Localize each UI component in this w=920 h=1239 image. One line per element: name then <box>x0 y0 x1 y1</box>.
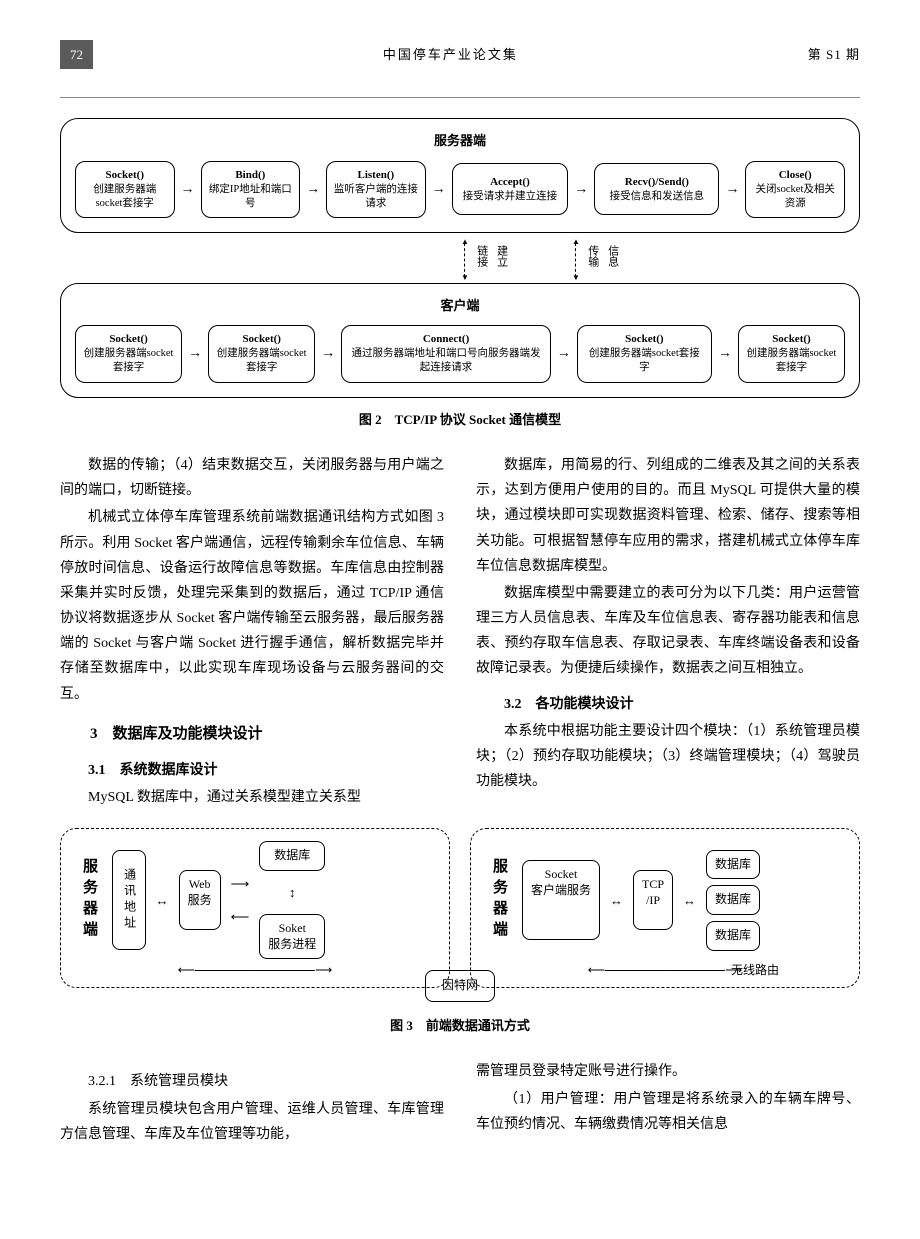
figure-3-caption: 图 3 前端数据通讯方式 <box>60 1014 860 1037</box>
figure-2-caption: 图 2 TCP/IP 协议 Socket 通信模型 <box>60 408 860 431</box>
left-column: 数据的传输；（4）结束数据交互，关闭服务器与用户端之间的端口，切断链接。 机械式… <box>60 453 444 812</box>
client-socket-box-4: Socket()创建服务器端socket套接字 <box>738 325 845 382</box>
web-service-box: Web 服务 <box>179 870 221 930</box>
body-columns: 数据的传输；（4）结束数据交互，关闭服务器与用户端之间的端口，切断链接。 机械式… <box>60 453 860 812</box>
arrow-icon: ⟵⟶ <box>588 960 742 982</box>
connector-row: 建立链接 信息传输 <box>180 243 860 277</box>
tcpip-box: TCP /IP <box>633 870 673 930</box>
client-container: 客户端 Socket()创建服务器端socket套接字 → Socket()创建… <box>60 283 860 398</box>
fig3-right-panel: 服务器端 Socket 客户端服务 ↔ TCP /IP ↔ 数据库 数据库 数据… <box>470 828 860 988</box>
para: 数据库模型中需要建立的表可分为以下几类：用户运营管理三方人员信息表、车库及车位信… <box>476 581 860 682</box>
arrow-icon: ↔ <box>610 889 623 912</box>
server-vlabel: 服务器端 <box>75 858 102 942</box>
database-box-2: 数据库 <box>706 885 760 915</box>
header-divider <box>60 97 860 98</box>
server-listen-box: Listen()监听客户端的连接请求 <box>326 161 426 218</box>
right-column: 数据库，用简易的行、列组成的二维表及其之间的关系表示，达到方便用户使用的目的。而… <box>476 453 860 812</box>
arrow-icon: → <box>186 341 204 366</box>
issue-label: 第 S1 期 <box>808 43 860 66</box>
fig3-left-panel: 服务器端 通讯地址 ↔ Web 服务 ⟶ ⟵ 数据库 ↕ Soket 服务进程 … <box>60 828 450 988</box>
arrow-icon: → <box>723 177 741 202</box>
server-vlabel-2: 服务器端 <box>485 858 512 942</box>
socket-client-box: Socket 客户端服务 <box>522 860 600 940</box>
arrow-icon: → <box>304 177 322 202</box>
database-box: 数据库 <box>259 841 325 871</box>
database-box-3: 数据库 <box>706 921 760 951</box>
connect-link: 建立链接 <box>464 243 465 277</box>
client-title: 客户端 <box>75 294 845 317</box>
client-socket-box-3: Socket()创建服务器端socket套接字 <box>577 325 712 382</box>
para: 机械式立体停车库管理系统前端数据通讯结构方式如图 3 所示。利用 Socket … <box>60 505 444 707</box>
client-socket-box-1: Socket()创建服务器端socket套接字 <box>75 325 182 382</box>
arrow-icon: → <box>430 177 448 202</box>
page-number: 72 <box>60 40 93 69</box>
arrow-icon: → <box>179 177 197 202</box>
client-socket-box-2: Socket()创建服务器端socket套接字 <box>208 325 315 382</box>
para: （1）用户管理：用户管理是将系统录入的车辆车牌号、车位预约情况、车辆缴费情况等相… <box>476 1087 860 1137</box>
bottom-columns: 3.2.1 系统管理员模块 系统管理员模块包含用户管理、运维人员管理、车库管理方… <box>60 1059 860 1149</box>
para: 数据的传输；（4）结束数据交互，关闭服务器与用户端之间的端口，切断链接。 <box>60 453 444 503</box>
server-bind-box: Bind()绑定IP地址和端口号 <box>201 161 301 218</box>
arrow-icon: → <box>319 341 337 366</box>
arrow-icon: → <box>716 341 734 366</box>
database-box-1: 数据库 <box>706 850 760 880</box>
heading-3-1: 3.1 系统数据库设计 <box>60 758 444 783</box>
heading-3: 3 数据库及功能模块设计 <box>60 721 444 748</box>
arrow-icon: ↔ <box>683 889 696 912</box>
arrow-icon: ⟵⟶ <box>178 960 332 982</box>
bottom-right-column: 需管理员登录特定账号进行操作。 （1）用户管理：用户管理是将系统录入的车辆车牌号… <box>476 1059 860 1149</box>
journal-title: 中国停车产业论文集 <box>93 43 808 66</box>
server-socket-box: Socket()创建服务器端socket套接字 <box>75 161 175 218</box>
info-transfer-link: 信息传输 <box>575 243 576 277</box>
arrow-icon: ⟶ <box>231 872 250 895</box>
heading-3-2-1: 3.2.1 系统管理员模块 <box>60 1069 444 1094</box>
para: 本系统中根据功能主要设计四个模块：（1）系统管理员模块；（2）预约存取功能模块；… <box>476 719 860 795</box>
arrow-icon: → <box>572 177 590 202</box>
arrow-icon: ↔ <box>156 889 169 912</box>
figure-2: 服务器端 Socket()创建服务器端socket套接字 → Bind()绑定I… <box>60 118 860 431</box>
server-recvsend-box: Recv()/Send()接受信息和发送信息 <box>594 163 719 215</box>
para: 需管理员登录特定账号进行操作。 <box>476 1059 860 1084</box>
bottom-left-column: 3.2.1 系统管理员模块 系统管理员模块包含用户管理、运维人员管理、车库管理方… <box>60 1059 444 1149</box>
heading-3-2: 3.2 各功能模块设计 <box>476 692 860 717</box>
server-container: 服务器端 Socket()创建服务器端socket套接字 → Bind()绑定I… <box>60 118 860 233</box>
figure-3: 服务器端 通讯地址 ↔ Web 服务 ⟶ ⟵ 数据库 ↕ Soket 服务进程 … <box>60 828 860 1037</box>
server-accept-box: Accept()接受请求并建立连接 <box>452 163 569 215</box>
socket-service-box: Soket 服务进程 <box>259 914 325 959</box>
arrow-icon: ↕ <box>259 881 325 904</box>
para: 系统管理员模块包含用户管理、运维人员管理、车库管理方信息管理、车库及车位管理等功… <box>60 1097 444 1147</box>
comm-addr-box: 通讯地址 <box>112 850 146 950</box>
client-connect-box: Connect()通过服务器端地址和端口号向服务器端发起连接请求 <box>341 325 551 382</box>
server-title: 服务器端 <box>75 129 845 152</box>
para: MySQL 数据库中，通过关系模型建立关系型 <box>60 785 444 810</box>
server-close-box: Close()关闭socket及相关资源 <box>745 161 845 218</box>
arrow-icon: ⟵ <box>231 905 250 928</box>
para: 数据库，用简易的行、列组成的二维表及其之间的关系表示，达到方便用户使用的目的。而… <box>476 453 860 579</box>
arrow-icon: → <box>555 341 573 366</box>
page-header: 72 中国停车产业论文集 第 S1 期 <box>60 40 860 69</box>
